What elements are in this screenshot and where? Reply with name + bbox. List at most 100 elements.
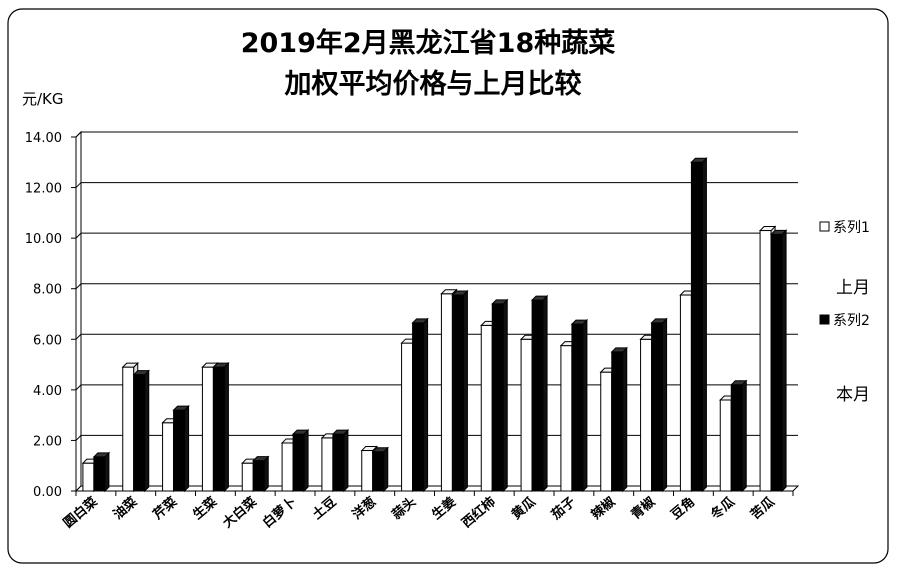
bar-face — [412, 322, 425, 492]
bar-2 — [451, 289, 469, 493]
gridline — [75, 283, 798, 290]
bar-top — [252, 456, 270, 462]
bar-top — [291, 429, 310, 435]
y-tick-label: 6.00 — [33, 333, 62, 348]
bar-face — [212, 366, 225, 492]
bar-2 — [570, 318, 589, 493]
bar-face — [241, 462, 254, 492]
bar-top — [530, 295, 549, 301]
bar-2 — [132, 369, 150, 493]
bar-side — [383, 446, 389, 493]
bar-face — [571, 323, 584, 492]
bar-face — [361, 450, 374, 492]
legend-item-series-2: 系列2 — [819, 313, 870, 329]
legend-label-series-2: 系列2 — [833, 313, 870, 329]
bar-2 — [690, 157, 708, 493]
bar-face — [770, 233, 783, 492]
bar-face — [133, 374, 146, 492]
bar-face — [651, 322, 664, 492]
gridline — [75, 333, 798, 340]
bar-top — [570, 319, 589, 325]
bar-2 — [650, 317, 668, 493]
gridline — [75, 384, 798, 391]
bar-2 — [411, 317, 429, 493]
gridline — [75, 434, 798, 441]
bar-face — [321, 437, 334, 492]
bar-2 — [730, 379, 748, 493]
bar-face — [451, 294, 464, 492]
bar-2 — [530, 294, 549, 493]
bar-face — [372, 451, 385, 492]
bar-face — [292, 433, 305, 492]
bar-side — [781, 229, 787, 493]
bar-2 — [92, 451, 111, 493]
bar-top — [610, 347, 628, 353]
y-tick-label: 12.00 — [25, 182, 62, 197]
y-tick-label: 8.00 — [33, 283, 62, 298]
y-tick-label: 14.00 — [25, 131, 62, 146]
legend-swatch-series-2 — [819, 314, 830, 325]
bar-face — [173, 409, 186, 492]
bar-top — [690, 157, 708, 163]
bar-face — [122, 366, 135, 492]
bar-top — [121, 362, 139, 368]
side-wall — [75, 130, 82, 493]
bar-face — [252, 460, 265, 492]
bar-side — [303, 428, 309, 493]
legend-item-series-1: 系列1 — [819, 220, 870, 236]
bar-face — [560, 345, 573, 492]
bar-top — [92, 452, 111, 458]
bar-face — [730, 384, 743, 492]
bar-face — [93, 456, 106, 492]
y-tick-label: 0.00 — [33, 485, 62, 500]
bar-top — [132, 370, 150, 376]
bar-side — [343, 428, 349, 493]
bar-side — [423, 317, 429, 493]
bar-side — [462, 289, 468, 493]
bar-face — [640, 338, 653, 492]
bar-side — [263, 455, 269, 493]
bar-top — [650, 318, 668, 324]
chart-title-line-2: 加权平均价格与上月比较 — [285, 68, 582, 100]
bar-side — [622, 346, 628, 493]
bar-side — [582, 318, 588, 493]
bar-2 — [491, 298, 509, 493]
legend-swatch-series-1 — [819, 221, 830, 232]
bar-face — [759, 230, 772, 492]
bar-side — [184, 404, 190, 493]
bar-top — [491, 299, 509, 305]
bar-face — [520, 338, 533, 492]
bar-face — [82, 462, 95, 492]
gridline — [75, 232, 798, 239]
bar-face — [480, 324, 493, 492]
legend-label-series-1: 系列1 — [833, 220, 870, 236]
bar-side — [104, 451, 110, 493]
bar-face — [281, 442, 294, 492]
bar-side — [701, 157, 707, 493]
bar-2 — [252, 455, 270, 493]
y-tick-label: 10.00 — [25, 232, 62, 247]
bar-side — [662, 317, 668, 493]
bar-face — [401, 342, 414, 492]
bar-top — [730, 380, 748, 386]
bar-top — [360, 446, 378, 452]
bar-face — [440, 293, 453, 492]
gridline — [75, 182, 798, 188]
bar-2 — [610, 346, 628, 493]
y-axis-label: 元/KG — [22, 90, 64, 108]
bar-side — [542, 294, 548, 493]
bar-face — [679, 294, 692, 492]
bar-top — [440, 289, 458, 295]
bar-top — [758, 226, 777, 232]
bar-top — [411, 318, 429, 324]
bar-top — [331, 429, 350, 435]
bar-face — [719, 399, 732, 492]
bar-2 — [212, 361, 230, 493]
bar-face — [600, 371, 613, 492]
bar-face — [201, 366, 214, 492]
bar-face — [162, 422, 175, 492]
bar-top — [451, 290, 469, 296]
bar-2 — [172, 404, 190, 493]
